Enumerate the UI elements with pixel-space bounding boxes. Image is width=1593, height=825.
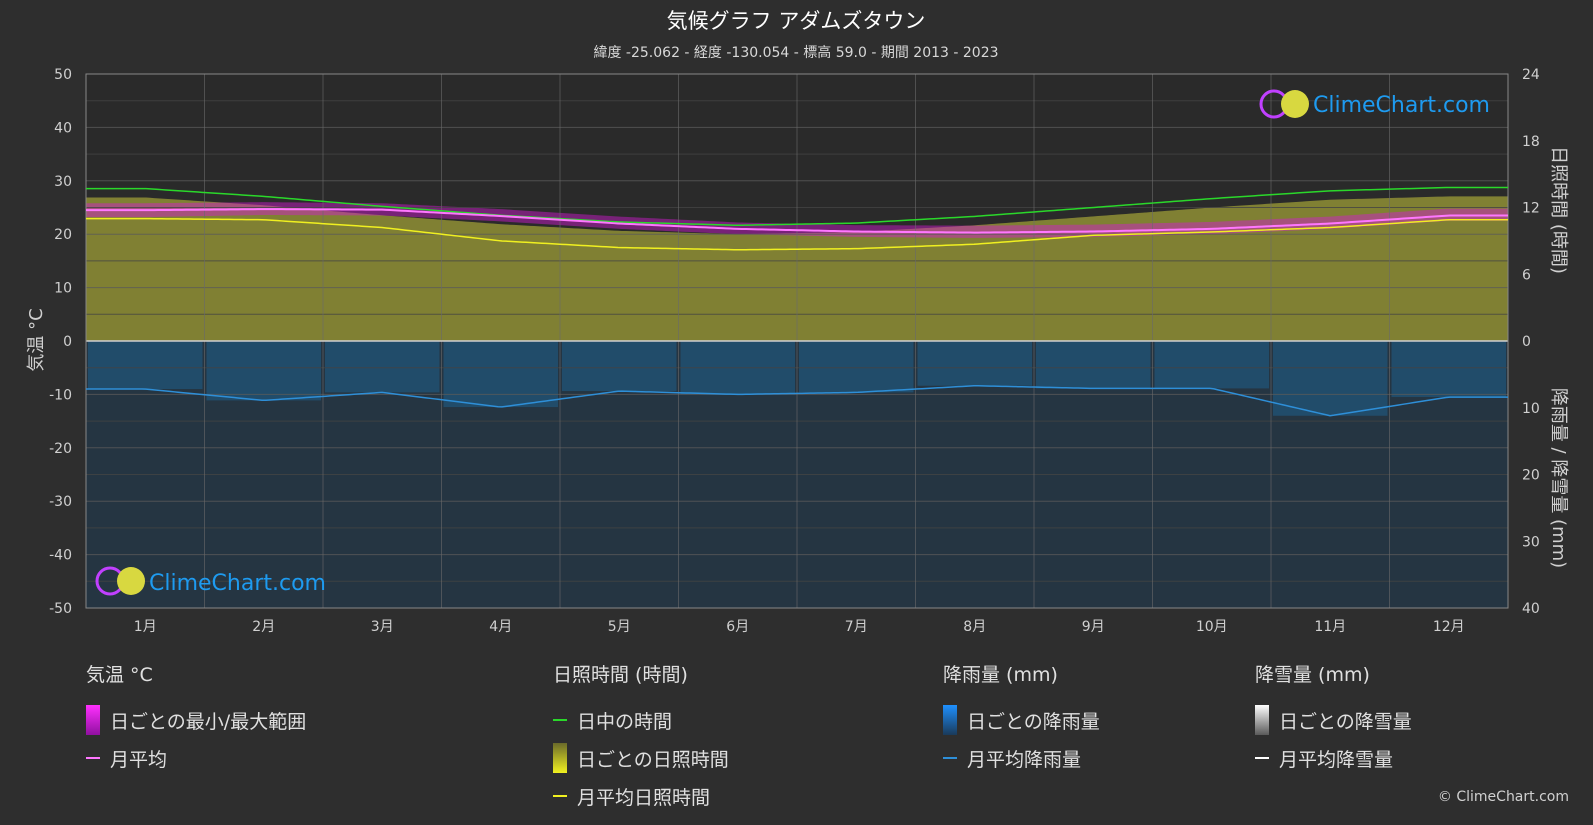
daylight-line — [86, 186, 1508, 227]
legend-label: 日ごとの日照時間 — [577, 748, 729, 771]
sunshine-daily-swatch — [553, 743, 567, 773]
rain-bar — [1391, 341, 1506, 398]
logo-text-bottom: ClimeChart.com — [149, 571, 326, 596]
x-tick-label: 12月 — [1433, 619, 1465, 635]
x-tick-label: 6月 — [726, 619, 749, 635]
logo-text-top: ClimeChart.com — [1313, 93, 1490, 118]
left-tick-label: -20 — [49, 441, 72, 457]
x-tick-label: 5月 — [608, 619, 631, 635]
left-tick-label: -50 — [49, 601, 72, 617]
legend-label: 日ごとの最小/最大範囲 — [110, 710, 307, 733]
left-tick-label: 10 — [54, 281, 72, 297]
right-top-axis-title: 日照時間 (時間) — [1548, 146, 1569, 274]
x-tick-label: 7月 — [845, 619, 868, 635]
rain-bar — [562, 341, 677, 392]
legend-label: 月平均降雪量 — [1279, 748, 1394, 771]
plot-border — [85, 73, 1509, 609]
x-axis-ticks: 1月 2月 3月 4月 5月 6月 7月 8月 9月 10月 11月 12月 — [134, 619, 1465, 635]
logo-sun-icon — [117, 567, 145, 595]
rain-bar — [1036, 341, 1151, 389]
legend-heading: 降雨量 (mm) — [943, 664, 1058, 686]
left-tick-label: 20 — [54, 227, 72, 243]
left-tick-label: -30 — [49, 494, 72, 510]
x-tick-label: 2月 — [252, 619, 275, 635]
grid-lines — [85, 73, 1509, 609]
chart-title: 気候グラフ アダムズタウン — [667, 9, 926, 33]
legend-temperature: 気温 °C 日ごとの最小/最大範囲 月平均 — [86, 660, 306, 777]
legend-heading: 降雪量 (mm) — [1255, 664, 1370, 686]
sunshine-mean-line — [86, 217, 1508, 251]
legend-label: 日ごとの降雪量 — [1279, 710, 1412, 733]
snow-daily-swatch — [1255, 705, 1269, 735]
left-tick-label: -10 — [49, 387, 72, 403]
logo-top: ClimeChart.com — [1259, 89, 1490, 119]
x-tick-label: 10月 — [1196, 619, 1228, 635]
rain-mean-swatch — [943, 757, 957, 759]
rain-bar — [799, 341, 914, 393]
right-axis-ticks: 24 18 12 6 0 10 20 30 40 — [1522, 67, 1540, 617]
left-tick-label: 40 — [54, 120, 72, 136]
right-tick-label: 0 — [1522, 334, 1531, 350]
temperature-mean-line — [86, 208, 1508, 234]
rain-daily-swatch — [943, 705, 957, 735]
daylight-swatch — [553, 719, 567, 721]
right-tick-label: 6 — [1522, 267, 1531, 283]
left-tick-label: -40 — [49, 548, 72, 564]
legend-snow: 降雪量 (mm) 日ごとの降雪量 月平均降雪量 — [1255, 660, 1412, 777]
legend-heading: 気温 °C — [86, 664, 153, 686]
temp-mean-swatch — [86, 757, 100, 759]
x-tick-label: 4月 — [489, 619, 512, 635]
rain-bar — [443, 341, 558, 408]
series-lines — [86, 186, 1508, 417]
right-tick-label: 10 — [1522, 401, 1540, 417]
legend-label: 日ごとの降雨量 — [967, 710, 1100, 733]
logo-bottom: ClimeChart.com — [95, 566, 326, 596]
temp-range-swatch — [86, 705, 100, 735]
logo-sun-icon — [1281, 90, 1309, 118]
right-tick-label: 30 — [1522, 534, 1540, 550]
right-tick-label: 18 — [1522, 134, 1540, 150]
sunshine-mean-swatch — [553, 795, 567, 797]
x-tick-label: 3月 — [371, 619, 394, 635]
right-tick-label: 24 — [1522, 67, 1540, 83]
right-tick-label: 12 — [1522, 201, 1540, 217]
chart-subtitle: 緯度 -25.062 - 経度 -130.054 - 標高 59.0 - 期間 … — [593, 44, 998, 61]
x-tick-label: 1月 — [134, 619, 157, 635]
left-tick-label: 0 — [63, 334, 72, 350]
rain-bar — [206, 341, 321, 401]
rain-mean-line — [86, 385, 1508, 417]
left-tick-label: 50 — [54, 67, 72, 83]
rain-bar — [1154, 341, 1269, 389]
right-bottom-axis-title: 降雨量 / 降雪量 (mm) — [1548, 388, 1569, 568]
left-axis-title: 気温 °C — [26, 308, 47, 371]
legend-label: 月平均 — [110, 748, 168, 771]
snow-mean-swatch — [1255, 757, 1269, 759]
legend-sunshine: 日照時間 (時間) 日中の時間 日ごとの日照時間 月平均日照時間 — [553, 660, 729, 815]
rain-bar — [1273, 341, 1388, 416]
rain-bar — [325, 341, 440, 393]
left-tick-label: 30 — [54, 174, 72, 190]
right-tick-label: 40 — [1522, 601, 1540, 617]
x-tick-label: 11月 — [1314, 619, 1346, 635]
right-tick-label: 20 — [1522, 468, 1540, 484]
left-axis-ticks: 50 40 30 20 10 0 -10 -20 -30 -40 -50 — [49, 67, 72, 617]
legend-heading: 日照時間 (時間) — [553, 664, 688, 686]
legend-label: 日中の時間 — [577, 710, 673, 733]
legend-label: 月平均降雨量 — [967, 748, 1082, 771]
legend-label: 月平均日照時間 — [577, 786, 711, 809]
rain-bar — [88, 341, 203, 390]
x-tick-label: 9月 — [1082, 619, 1105, 635]
x-tick-label: 8月 — [963, 619, 986, 635]
copyright: © ClimeChart.com — [1437, 789, 1569, 805]
legend-rain: 降雨量 (mm) 日ごとの降雨量 月平均降雨量 — [943, 660, 1100, 777]
rain-bar — [917, 341, 1032, 386]
